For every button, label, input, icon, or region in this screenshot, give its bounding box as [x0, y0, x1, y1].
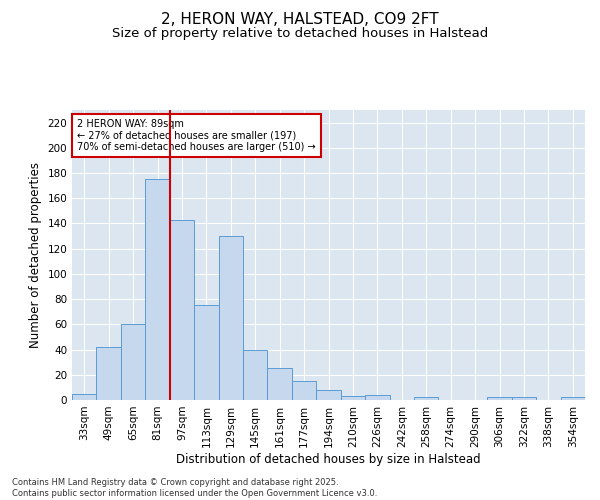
Bar: [145, 180, 170, 400]
Text: Size of property relative to detached houses in Halstead: Size of property relative to detached ho…: [112, 28, 488, 40]
Bar: [243, 350, 268, 400]
Bar: [512, 398, 536, 400]
Bar: [170, 220, 194, 400]
Bar: [72, 394, 97, 400]
Bar: [268, 368, 292, 400]
Text: Contains HM Land Registry data © Crown copyright and database right 2025.
Contai: Contains HM Land Registry data © Crown c…: [12, 478, 377, 498]
Bar: [365, 395, 389, 400]
Bar: [97, 347, 121, 400]
Bar: [341, 396, 365, 400]
Bar: [316, 390, 341, 400]
Bar: [218, 236, 243, 400]
Bar: [487, 398, 512, 400]
Bar: [292, 381, 316, 400]
Bar: [121, 324, 145, 400]
Bar: [560, 398, 585, 400]
X-axis label: Distribution of detached houses by size in Halstead: Distribution of detached houses by size …: [176, 452, 481, 466]
Bar: [194, 306, 218, 400]
Text: 2 HERON WAY: 89sqm
← 27% of detached houses are smaller (197)
70% of semi-detach: 2 HERON WAY: 89sqm ← 27% of detached hou…: [77, 118, 316, 152]
Bar: [414, 398, 439, 400]
Text: 2, HERON WAY, HALSTEAD, CO9 2FT: 2, HERON WAY, HALSTEAD, CO9 2FT: [161, 12, 439, 28]
Y-axis label: Number of detached properties: Number of detached properties: [29, 162, 42, 348]
